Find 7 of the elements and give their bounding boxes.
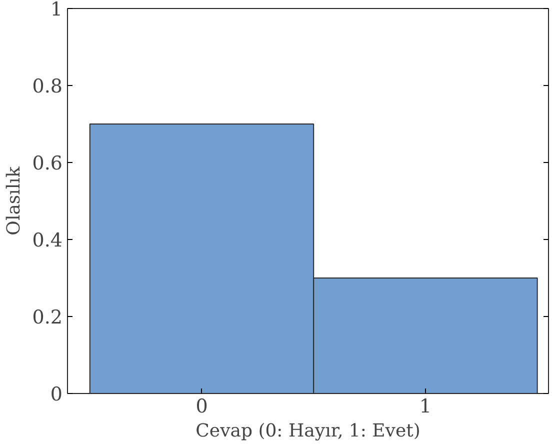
y-tick-label: 0.8 — [32, 76, 62, 98]
y-axis-title: Olasılık — [3, 166, 24, 236]
y-tick-label: 1 — [50, 0, 63, 20]
y-tick-label: 0.4 — [32, 230, 62, 252]
x-axis-title: Cevap (0: Hayır, 1: Evet) — [196, 420, 420, 442]
y-tick-label: 0.2 — [32, 306, 62, 328]
y-tick-label: 0.6 — [32, 152, 62, 174]
